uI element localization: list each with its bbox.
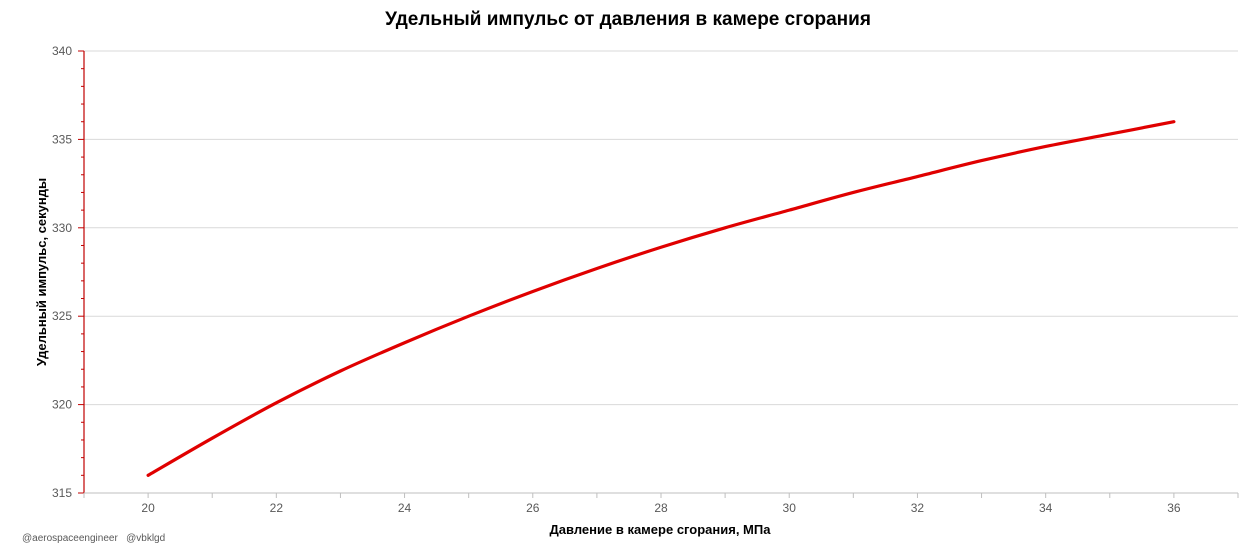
y-tick-label: 330 <box>52 221 72 235</box>
y-axis-title: Удельный импульс, секунды <box>34 178 49 366</box>
x-tick-label: 20 <box>141 501 155 515</box>
y-tick-labels: 315 320 325 330 335 340 <box>52 44 72 500</box>
x-tick-label: 32 <box>911 501 925 515</box>
credits-text: @aerospaceengineer @vbklgd <box>22 533 166 544</box>
x-tick-label: 36 <box>1167 501 1181 515</box>
series-group <box>146 120 1176 477</box>
y-tick-label: 320 <box>52 398 72 412</box>
x-tick-label: 24 <box>398 501 412 515</box>
x-tick-label: 30 <box>783 501 797 515</box>
x-axis-title: Давление в камере сгорания, МПа <box>550 522 772 537</box>
x-tick-labels: 20 22 24 26 28 30 32 34 36 <box>141 501 1180 515</box>
x-tick-label: 34 <box>1039 501 1053 515</box>
x-tick-label: 22 <box>270 501 284 515</box>
axes <box>78 50 1239 498</box>
y-tick-label: 340 <box>52 44 72 58</box>
chart-title: Удельный импульс от давления в камере сг… <box>385 9 871 30</box>
y-tick-label: 325 <box>52 309 72 323</box>
series-line <box>146 120 1176 477</box>
x-tick-label: 26 <box>526 501 540 515</box>
x-tick-label: 28 <box>654 501 668 515</box>
y-tick-label: 335 <box>52 132 72 146</box>
y-tick-label: 315 <box>52 486 72 500</box>
gridlines <box>84 50 1238 406</box>
